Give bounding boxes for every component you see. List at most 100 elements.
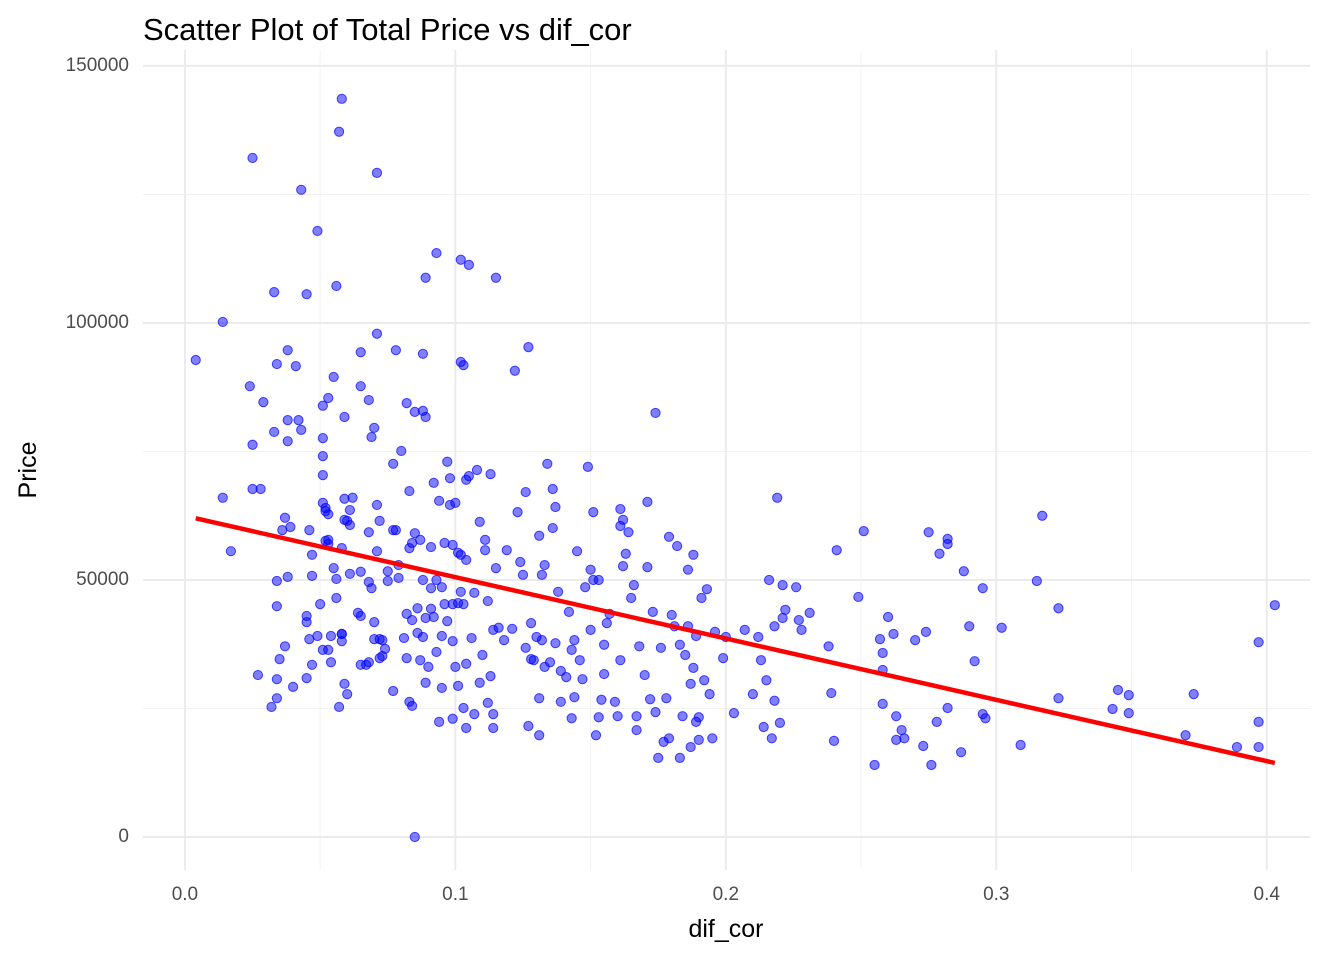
- point: [417, 574, 429, 586]
- point: [301, 673, 312, 684]
- point: [374, 515, 385, 526]
- point: [1253, 741, 1264, 753]
- point: [279, 512, 291, 523]
- point: [520, 486, 531, 498]
- point: [869, 759, 880, 771]
- point: [612, 711, 623, 722]
- point: [461, 554, 472, 566]
- point: [561, 672, 572, 683]
- point: [793, 614, 804, 626]
- point: [274, 654, 285, 665]
- point: [331, 592, 342, 604]
- point: [474, 516, 485, 527]
- point: [369, 617, 380, 628]
- point: [369, 422, 380, 433]
- point: [247, 439, 258, 450]
- point: [434, 716, 445, 727]
- point: [674, 639, 685, 650]
- point: [404, 485, 415, 497]
- point: [490, 563, 502, 574]
- point: [626, 592, 637, 604]
- point: [485, 671, 496, 682]
- point: [536, 569, 548, 580]
- point: [1031, 575, 1042, 587]
- point: [252, 669, 264, 681]
- point: [434, 495, 445, 506]
- point: [826, 687, 837, 699]
- point: [563, 606, 575, 617]
- point: [615, 655, 626, 666]
- point: [1053, 693, 1064, 704]
- point: [956, 747, 967, 758]
- point: [858, 526, 869, 537]
- point: [672, 540, 683, 552]
- point: [1123, 708, 1134, 719]
- point: [828, 735, 840, 746]
- chart-title: Scatter Plot of Total Price vs dif_cor: [143, 12, 632, 47]
- point: [534, 530, 545, 541]
- point: [412, 603, 423, 614]
- point: [339, 678, 350, 689]
- point: [501, 545, 512, 556]
- point: [290, 361, 301, 372]
- point: [642, 562, 653, 573]
- point: [1253, 637, 1264, 648]
- point: [571, 546, 583, 557]
- point: [642, 496, 653, 507]
- point: [555, 696, 566, 707]
- point: [339, 411, 350, 423]
- y-tick-label: 150000: [66, 55, 129, 76]
- point: [666, 609, 677, 621]
- point: [596, 694, 607, 705]
- point: [255, 483, 266, 495]
- point: [580, 582, 591, 593]
- point: [1269, 600, 1280, 611]
- point: [593, 712, 604, 723]
- point: [534, 693, 545, 704]
- y-tick-label: 50000: [76, 569, 129, 590]
- point: [325, 630, 337, 642]
- point: [398, 632, 410, 644]
- point: [304, 525, 315, 536]
- point: [601, 618, 612, 629]
- point: [266, 701, 277, 713]
- point: [677, 711, 688, 722]
- point: [753, 631, 764, 643]
- point: [550, 638, 561, 649]
- point: [882, 611, 894, 623]
- point: [509, 365, 520, 376]
- point: [536, 635, 548, 646]
- point: [447, 713, 458, 724]
- point: [455, 254, 466, 265]
- point: [920, 626, 932, 637]
- point: [923, 527, 934, 538]
- point: [269, 426, 280, 438]
- point: [317, 470, 328, 481]
- point: [590, 730, 602, 741]
- point: [401, 653, 412, 664]
- point: [739, 624, 750, 635]
- point: [769, 695, 780, 706]
- point: [447, 636, 458, 647]
- point: [293, 415, 304, 426]
- point: [547, 522, 558, 534]
- point: [707, 733, 718, 744]
- point: [355, 610, 366, 622]
- point: [444, 473, 456, 484]
- point: [701, 584, 712, 595]
- point: [382, 575, 393, 587]
- point: [599, 668, 610, 680]
- point: [899, 733, 910, 744]
- point: [317, 450, 328, 462]
- point: [279, 641, 291, 652]
- point: [534, 730, 545, 741]
- point: [288, 681, 299, 692]
- point: [417, 348, 429, 359]
- point: [655, 642, 667, 653]
- point: [423, 661, 434, 672]
- point: [620, 548, 631, 559]
- point: [647, 606, 658, 617]
- point: [942, 702, 953, 714]
- y-tick-label: 100000: [66, 312, 129, 333]
- point: [325, 657, 337, 668]
